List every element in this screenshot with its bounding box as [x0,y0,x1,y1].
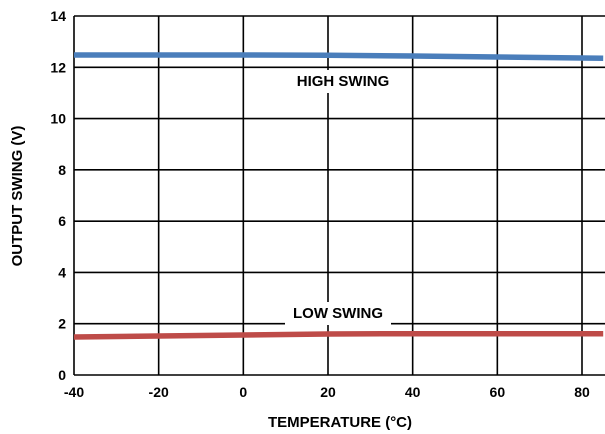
x-tick-label: 40 [405,384,421,400]
high-swing-label-background [288,70,398,93]
y-axis-title: OUTPUT SWING (V) [9,126,26,267]
y-tick-label: 10 [50,111,66,127]
y-tick-label: 6 [58,213,66,229]
y-tick-label: 4 [58,264,66,280]
y-tick-label: 14 [50,8,66,24]
x-tick-label: -40 [64,384,84,400]
y-tick-label: 0 [58,367,66,383]
x-tick-label: 60 [490,384,506,400]
series-annotations: HIGH SWING LOW SWING [285,70,398,325]
high-swing-line [74,52,604,62]
grid-lines [73,15,605,376]
y-tick-label: 12 [50,59,66,75]
y-tick-label: 8 [58,162,66,178]
x-tick-label: -20 [149,384,169,400]
series-lines [73,52,604,340]
x-tick-label: 20 [320,384,336,400]
low-swing-label: LOW SWING [293,305,383,322]
x-tick-label: 80 [574,384,590,400]
low-swing-label-background [285,302,391,325]
y-tick-label: 2 [58,316,66,332]
x-tick-label: 0 [239,384,247,400]
x-axis-title: TEMPERATURE (°C) [268,414,412,431]
tick-labels: -40 -20 0 20 40 60 80 0 2 4 6 8 10 12 14 [50,8,590,400]
low-swing-line [73,330,604,340]
high-swing-label: HIGH SWING [297,73,390,90]
